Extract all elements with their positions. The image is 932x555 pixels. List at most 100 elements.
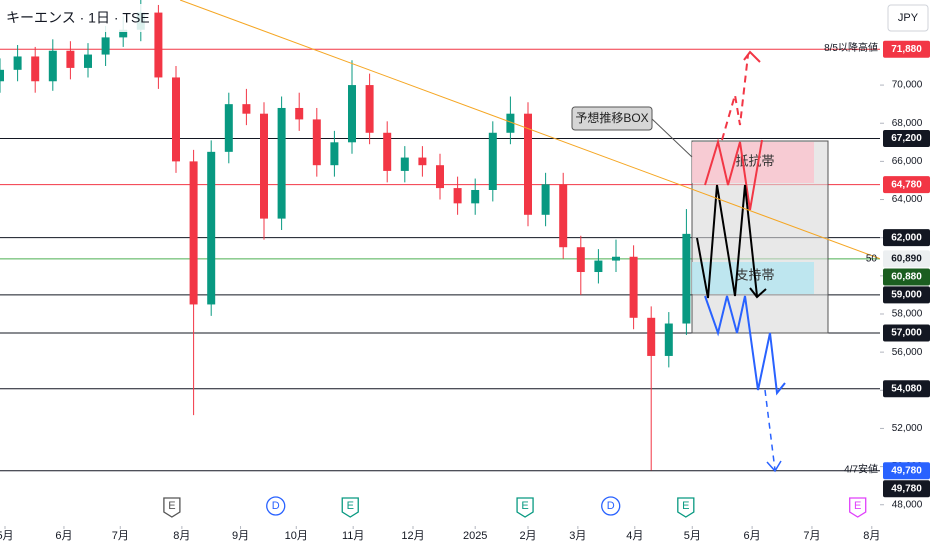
callout-line — [650, 117, 693, 158]
event-label: E — [347, 500, 354, 512]
candle-body — [365, 85, 374, 133]
x-tick-label: 4月 — [626, 530, 643, 542]
candle-body — [594, 260, 603, 273]
level-label-bg — [883, 250, 930, 268]
title-bg — [0, 4, 150, 32]
level-label-bg — [883, 176, 930, 194]
candle-body — [453, 188, 462, 204]
candle-body — [295, 107, 304, 120]
level-label-bg — [883, 286, 930, 304]
candle-body — [629, 256, 638, 318]
callout-label: 予想推移BOX — [575, 110, 648, 125]
event-label: E — [521, 500, 528, 512]
x-tick-label: 5月 — [684, 530, 701, 542]
x-tick-label: 3月 — [569, 530, 586, 542]
x-tick-label: 2025 — [463, 530, 487, 542]
trendline-label: 50 — [866, 253, 878, 264]
event-icon — [341, 497, 359, 518]
y-tick-label: 52,000 — [892, 423, 923, 434]
blue-arrowhead — [766, 460, 782, 473]
price-labels: 71,880 8/5以降高値 67,200 64,780 62,000 60,890 59,… — [824, 40, 930, 498]
event-icon — [601, 496, 621, 516]
candle-body — [84, 54, 92, 68]
candle-body — [13, 56, 22, 70]
red-zigzag — [704, 138, 763, 211]
candle-body — [189, 161, 198, 305]
candle-body — [559, 184, 568, 248]
event-icon — [849, 497, 867, 518]
y-tick-label: 68,000 — [892, 118, 923, 129]
candle-body — [664, 323, 673, 356]
level-label-bg — [883, 324, 930, 342]
candle-body — [488, 132, 497, 190]
price-label-bg — [883, 268, 930, 286]
level-label: 54,080 — [891, 383, 922, 394]
level-label-bg — [883, 129, 930, 147]
candle-body — [612, 256, 620, 261]
x-tick-label: 9月 — [232, 530, 249, 542]
black-zigzag — [696, 184, 758, 299]
y-tick-label: 64,000 — [892, 194, 923, 205]
level-label: 62,000 — [891, 232, 922, 243]
event-label: E — [682, 500, 689, 512]
red-dashed — [721, 54, 749, 141]
y-tick-label: 58,000 — [892, 309, 923, 320]
candle-body — [31, 56, 40, 82]
resistance-label: 抵抗帯 — [735, 153, 774, 168]
event-icon — [163, 497, 181, 518]
level-label-bg — [883, 462, 930, 480]
level-note: 4/7安値 — [844, 462, 878, 475]
x-tick-label: 2月 — [519, 530, 536, 542]
event-marker[interactable]: E — [163, 497, 181, 518]
candle-body — [647, 317, 656, 356]
y-tick-label: 66,000 — [892, 156, 923, 167]
blue-dashed — [764, 389, 776, 471]
candle-body — [682, 233, 691, 324]
candle-body — [101, 37, 110, 55]
currency-box[interactable] — [887, 4, 929, 32]
y-tick-label: 56,000 — [892, 347, 923, 358]
event-icon — [516, 497, 534, 518]
candle-body — [207, 151, 216, 305]
x-tick-label: 5月 — [0, 530, 14, 542]
callout-box — [571, 106, 653, 131]
event-marker[interactable]: D — [266, 496, 286, 516]
event-icon — [266, 496, 286, 516]
x-tick-label: 12月 — [401, 530, 424, 542]
candle-body — [330, 142, 339, 166]
level-label: 49,780 — [891, 465, 922, 476]
level-label-bg — [883, 229, 930, 247]
level-label-bg — [883, 40, 930, 58]
trendline — [179, 0, 881, 260]
level-label: 59,000 — [891, 290, 922, 301]
price-label: 49,780 — [891, 483, 922, 494]
currency: JPY — [898, 12, 919, 24]
candle-body — [383, 132, 392, 171]
level-label: 60,890 — [891, 253, 922, 264]
event-marker[interactable]: E — [341, 497, 359, 518]
candle-body — [471, 189, 480, 204]
event-marker[interactable]: E — [677, 497, 695, 518]
event-label: D — [272, 500, 280, 512]
chart-title: キーエンス · 1日 · TSE — [6, 10, 150, 26]
level-label: 57,000 — [891, 328, 922, 339]
candle-body — [224, 104, 233, 152]
candle-body — [418, 157, 427, 166]
event-icon — [677, 497, 695, 518]
event-marker[interactable]: E — [516, 497, 534, 518]
event-marker[interactable]: E — [849, 497, 867, 518]
x-tick-label: 7月 — [112, 530, 129, 542]
candle-body — [312, 119, 321, 166]
event-marker[interactable]: D — [601, 496, 621, 516]
price-label: 60,880 — [891, 272, 922, 283]
candle-body — [260, 113, 268, 219]
red-arrowhead — [743, 50, 761, 63]
candle-body — [400, 157, 409, 171]
level-label: 64,780 — [891, 179, 922, 190]
candle-body — [0, 69, 4, 82]
candle-body — [119, 29, 128, 38]
candle-body — [172, 77, 180, 162]
event-label: E — [854, 500, 861, 512]
level-label: 67,200 — [891, 133, 922, 144]
